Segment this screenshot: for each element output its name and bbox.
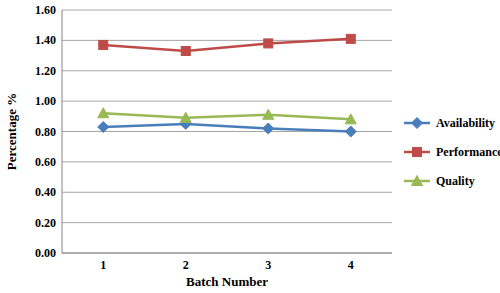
y-tick-label: 1.60: [35, 3, 56, 17]
y-tick-label: 0.00: [35, 246, 56, 260]
series-line: [103, 39, 351, 51]
legend: Availability Performance Quality: [404, 116, 500, 188]
data-point: [346, 34, 355, 43]
grid-line: [62, 192, 392, 193]
y-tick-label: 1.40: [35, 33, 56, 47]
x-tick-label: 4: [348, 258, 354, 272]
plot-area: [98, 34, 357, 137]
y-tick-label: 0.20: [35, 216, 56, 230]
y-tick-label: 0.60: [35, 155, 56, 169]
x-tick-label: 2: [183, 258, 189, 272]
data-point: [98, 108, 109, 118]
y-tick-label: 0.40: [35, 185, 56, 199]
grid-line: [62, 10, 392, 11]
data-point: [99, 40, 108, 49]
series-line: [103, 113, 351, 119]
data-point: [98, 121, 109, 132]
legend-label: Performance: [436, 145, 500, 159]
x-axis-label: Batch Number: [186, 274, 268, 289]
legend-marker: [412, 118, 423, 129]
data-point: [181, 47, 190, 56]
legend-marker: [412, 176, 423, 186]
y-tick-label: 1.00: [35, 94, 56, 108]
y-tick-label: 1.20: [35, 64, 56, 78]
legend-label: Quality: [436, 174, 475, 188]
legend-marker: [413, 148, 422, 157]
data-point: [263, 123, 274, 134]
x-tick-label: 1: [100, 258, 106, 272]
grid-line: [62, 70, 392, 71]
data-point: [180, 112, 191, 122]
series-line: [103, 124, 351, 132]
grid-line: [62, 161, 392, 162]
y-tick-label: 0.80: [35, 125, 56, 139]
data-point: [345, 126, 356, 137]
grid-line: [62, 253, 392, 254]
x-axis: [62, 253, 392, 254]
data-point: [264, 39, 273, 48]
grid-line: [62, 101, 392, 102]
y-axis-label: Percentage %: [4, 93, 19, 170]
data-point: [345, 114, 356, 124]
grid-line: [62, 222, 392, 223]
x-tick-label: 3: [265, 258, 271, 272]
legend-label: Availability: [436, 116, 495, 130]
data-point: [263, 109, 274, 119]
y-axis: [62, 10, 63, 253]
chart: 0.00 0.20 0.40 0.60 0.80 1.00 1.20 1.40 1.60 1 2 3 4…: [0, 0, 500, 293]
